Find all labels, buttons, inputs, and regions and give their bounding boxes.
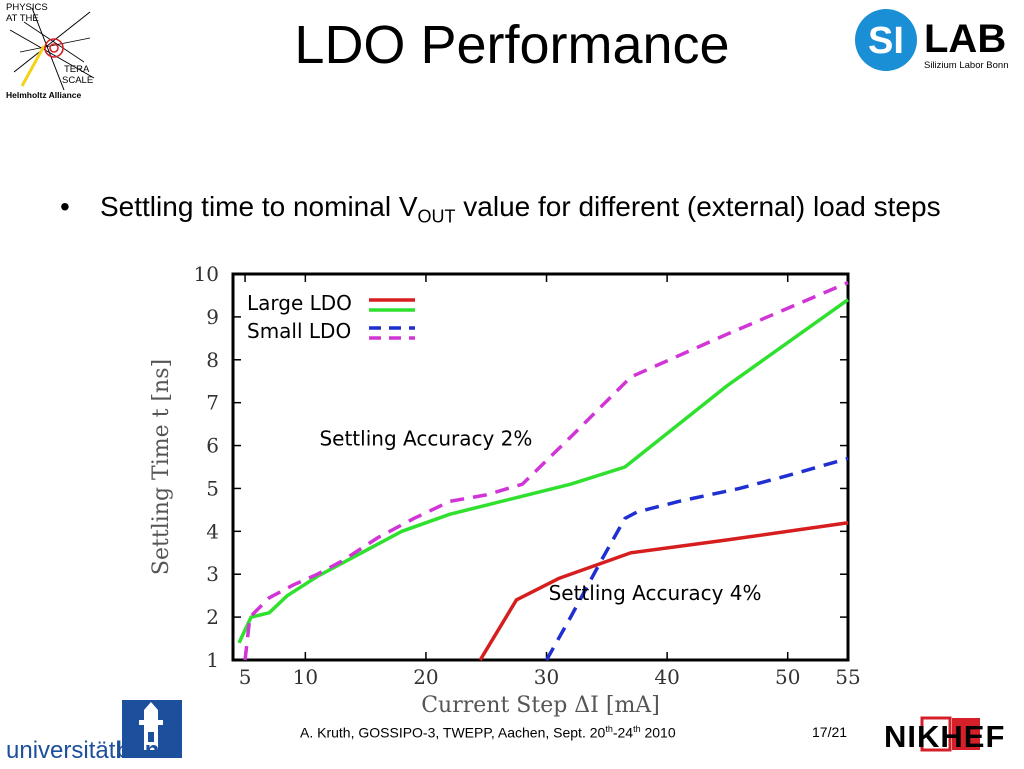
bullet-text-post: value for different (external) load step… <box>455 191 941 222</box>
terascale-line-4: SCALE <box>62 75 94 86</box>
bullet-marker: • <box>60 191 70 222</box>
nikhef-logo: NIKHEF <box>880 714 1024 754</box>
y-tick-label: 1 <box>206 648 219 672</box>
settling-time-chart: 5 10 20 30 40 50 55 1 2 3 4 5 6 7 8 9 10 Large LDO Small … <box>140 258 870 720</box>
slide-title: LDO Performance <box>294 15 730 75</box>
terascale-line-1: PHYSICS <box>6 2 48 13</box>
y-tick-label: 3 <box>206 562 219 586</box>
silab-emblem-icon: SI LAB Silizium Labor Bonn <box>855 9 1009 71</box>
svg-text:universitätbonn: universitätbonn <box>6 737 174 764</box>
footer-post: 2010 <box>640 724 676 741</box>
footer-citation: A. Kruth, GOSSIPO-3, TWEPP, Aachen, Sept… <box>300 724 676 741</box>
series-line <box>545 456 849 661</box>
y-tick-label: 2 <box>206 605 219 629</box>
x-tick-label: 50 <box>775 665 800 689</box>
y-tick-label: 7 <box>206 391 219 415</box>
terascale-emblem-icon <box>9 7 95 91</box>
y-tick-label: 5 <box>206 476 219 500</box>
helmholtz-text: Helmholtz Alliance <box>6 90 82 100</box>
legend-label: Large LDO <box>247 291 352 315</box>
footer-sup-1: th <box>605 724 613 734</box>
legend-label: Small LDO <box>247 319 351 343</box>
terascale-line-2: AT THE <box>6 13 39 24</box>
footer-pre: A. Kruth, GOSSIPO-3, TWEPP, Aachen, Sept… <box>300 724 606 741</box>
series-line <box>237 298 850 644</box>
x-tick-label: 5 <box>239 665 252 689</box>
uni-text-bold: bonn <box>115 737 174 764</box>
terascale-line-3: TERA <box>64 64 90 75</box>
footer-sup-2: th <box>633 724 641 734</box>
silab-logo: SI LAB Silizium Labor Bonn <box>852 8 1020 72</box>
footer-mid: -24 <box>612 724 634 741</box>
annotation-label: Settling Accuracy 2% <box>319 427 532 451</box>
nikhef-emblem-icon: NIKHEF <box>884 716 1005 754</box>
bullet-text-pre: Settling time to nominal V <box>100 191 418 222</box>
silab-word-text: LAB <box>924 17 1006 61</box>
uni-bonn-logo: universitätbonn <box>4 700 184 764</box>
bullet-text: Settling time to nominal VOUT value for … <box>100 188 990 236</box>
y-tick-label: 9 <box>206 305 219 329</box>
y-axis-label: Settling Time t [ns] <box>149 359 174 575</box>
terascale-logo: PHYSICS AT THE TERA SCALE Helmholtz Alli… <box>4 2 100 104</box>
series-line <box>478 521 849 661</box>
silab-badge-text: SI <box>868 20 904 62</box>
y-tick-label: 6 <box>206 434 219 458</box>
bullet-subscript: OUT <box>417 206 456 227</box>
nikhef-text: NIKHEF <box>884 719 1005 754</box>
uni-bonn-emblem-icon: universitätbonn <box>6 700 182 764</box>
x-axis-label: Current Step ΔI [mA] <box>421 693 660 718</box>
x-tick-label: 30 <box>534 665 559 689</box>
x-tick-label: 40 <box>654 665 679 689</box>
page-number: 17/21 <box>812 724 848 740</box>
uni-text-pre: universität <box>6 737 116 764</box>
series-line <box>243 280 849 661</box>
y-tick-label: 10 <box>194 262 219 286</box>
y-tick-label: 8 <box>206 348 219 372</box>
y-tick-label: 4 <box>206 519 219 543</box>
silab-sub-text: Silizium Labor Bonn <box>924 60 1009 71</box>
chart-svg: 5 10 20 30 40 50 55 1 2 3 4 5 6 7 8 9 10 Large LDO Small … <box>149 262 861 718</box>
x-tick-label: 55 <box>835 665 860 689</box>
x-tick-label: 20 <box>413 665 438 689</box>
annotation-label: Settling Accuracy 4% <box>549 581 762 605</box>
x-tick-label: 10 <box>293 665 318 689</box>
plot-frame <box>231 272 850 662</box>
